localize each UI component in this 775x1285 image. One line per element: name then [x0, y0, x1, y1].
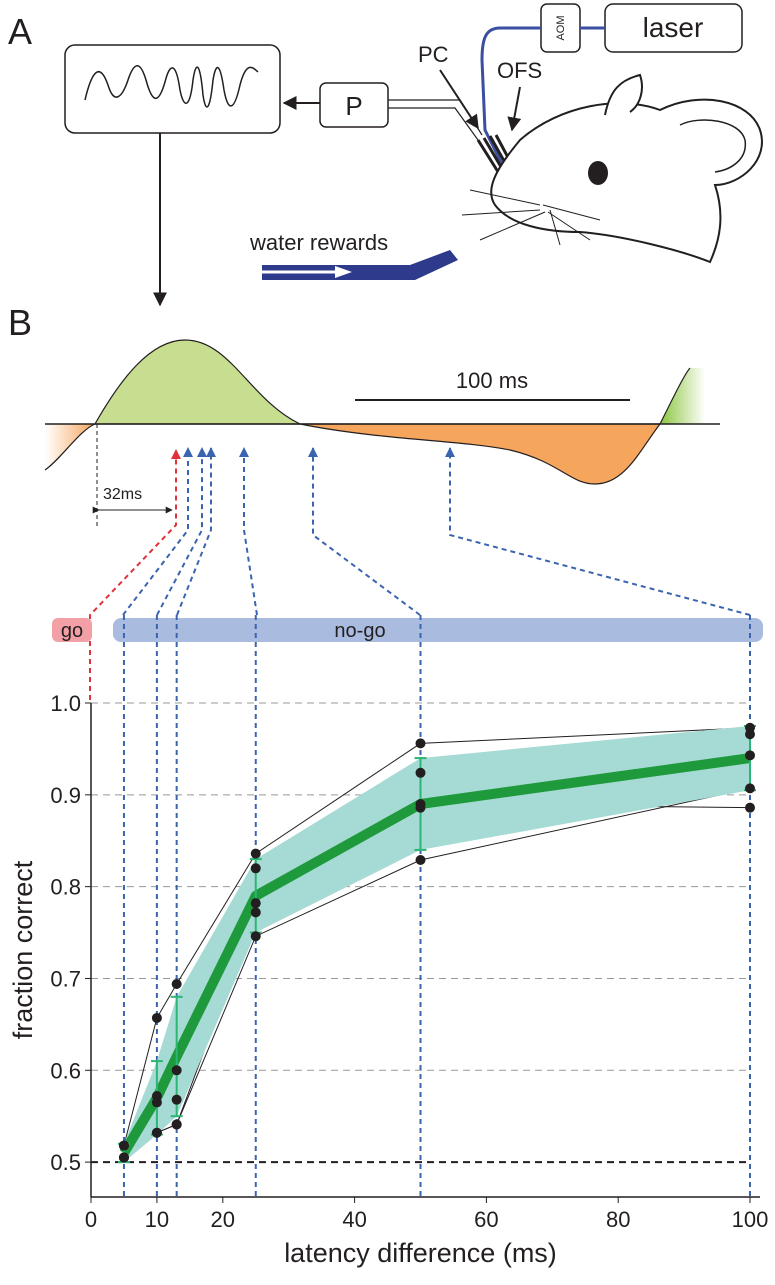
x-axis-label: latency difference (ms) — [284, 1238, 557, 1268]
nogo-label: no-go — [334, 620, 385, 642]
x-tick-label: 100 — [732, 1207, 769, 1232]
laser-label: laser — [643, 12, 704, 43]
y-tick-label: 0.8 — [50, 875, 81, 900]
signal — [659, 367, 691, 425]
mouse-eye — [588, 161, 608, 185]
animal-point — [171, 978, 182, 989]
nogo-bar — [113, 618, 763, 642]
animal-point — [745, 750, 755, 761]
chart: 0.5 0.6 0.7 0.8 0.9 1.0 0 10 20 40 60 80 100 latency … — [8, 615, 768, 1268]
error-band — [123, 725, 750, 1163]
x-tick-label: 20 — [211, 1207, 235, 1232]
mouse-ear — [679, 119, 746, 173]
animal-point — [745, 802, 755, 813]
y-tick-label: 1.0 — [50, 691, 81, 716]
x-tick-label: 80 — [606, 1207, 630, 1232]
p-label: P — [345, 91, 362, 121]
x-tick-label: 60 — [474, 1207, 498, 1232]
link-line — [176, 447, 216, 616]
animal-point — [118, 1152, 129, 1163]
arrow — [507, 86, 522, 132]
y-tick-label: 0.5 — [50, 1150, 81, 1175]
electrodes — [476, 134, 514, 176]
arrow — [439, 69, 479, 130]
animal-point — [745, 783, 755, 794]
y-tick-label: 0.6 — [50, 1058, 81, 1083]
cable — [388, 99, 483, 141]
animal-point — [415, 802, 426, 813]
link-line — [308, 447, 421, 616]
animal-point — [171, 1094, 182, 1105]
aom-label: AOM — [555, 15, 567, 40]
phase-go — [93, 339, 301, 425]
water-label: water rewards — [249, 230, 388, 255]
animal-point — [745, 729, 755, 740]
pc-label: PC — [418, 42, 449, 67]
animal-point — [250, 898, 261, 909]
animal-point — [415, 738, 426, 749]
x-tick-label: 0 — [85, 1207, 97, 1232]
link-line — [89, 449, 181, 700]
link-line — [445, 447, 751, 616]
waveform — [84, 65, 259, 108]
go-label: go — [61, 620, 83, 642]
animal-point — [250, 848, 261, 859]
fiber — [480, 26, 605, 171]
recording-box — [64, 44, 281, 134]
animal-point — [118, 1140, 129, 1151]
link-lines — [89, 447, 751, 700]
animal-point — [151, 1127, 162, 1138]
x-tick-label: 40 — [342, 1207, 366, 1232]
y-tick-label: 0.9 — [50, 783, 81, 808]
animal-point — [250, 863, 261, 874]
link-line — [122, 447, 193, 616]
y-tick-label: 0.7 — [50, 966, 81, 991]
x-tick-label: 10 — [145, 1207, 169, 1232]
mean-line — [119, 753, 751, 1156]
signal — [44, 423, 96, 471]
animal-line — [123, 727, 751, 1146]
water-arrow — [335, 266, 352, 278]
y-axis-label: fraction correct — [8, 860, 38, 1039]
panel-label: A — [8, 11, 32, 52]
whiskers — [461, 189, 601, 246]
mouse-head — [490, 98, 763, 264]
panel-label: B — [8, 302, 32, 343]
scale-label: 100 ms — [456, 368, 528, 393]
link-line — [156, 447, 207, 616]
p-box — [319, 82, 389, 128]
animal-point — [171, 1065, 182, 1076]
ofs-label: OFS — [497, 58, 542, 83]
link-line — [239, 447, 258, 616]
animal-point — [171, 1119, 182, 1130]
animal-point — [415, 767, 426, 778]
delay-label: 32ms — [103, 486, 142, 503]
mouse-ear — [604, 73, 643, 116]
go-bar — [52, 618, 92, 642]
animal-point — [415, 855, 426, 866]
animal-point — [151, 1012, 162, 1023]
animal-point — [250, 907, 261, 918]
animal-point — [151, 1097, 162, 1108]
phase-nogo — [299, 423, 662, 485]
phase-go — [660, 368, 705, 424]
animal-point — [250, 931, 261, 942]
